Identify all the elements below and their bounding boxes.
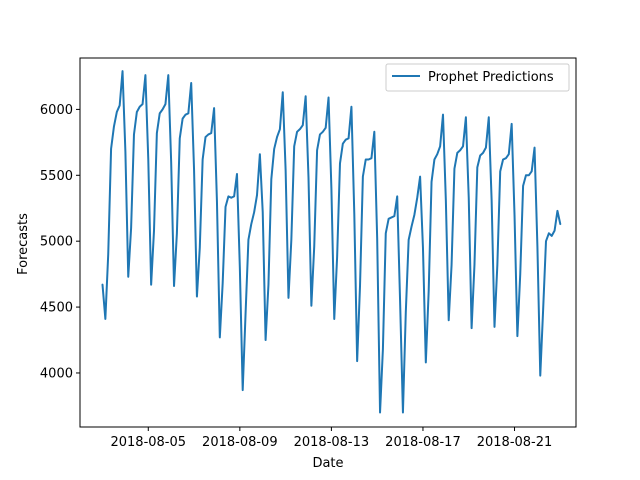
plot-layer: [101, 70, 562, 414]
y-tick-label-2: 5000: [40, 235, 73, 250]
y-tick-label-3: 5500: [40, 169, 73, 184]
legend-label: Prophet Predictions: [428, 70, 554, 85]
axes-frame: [79, 57, 577, 428]
y-tick-label-4: 6000: [40, 103, 73, 118]
x-tick-label-3: 2018-08-17: [385, 435, 461, 450]
axes-layer: 4000 4500 5000 5500 6000 2018-08-05 2018-08-09…: [40, 57, 577, 450]
x-tick-label-4: 2018-08-21: [477, 435, 553, 450]
x-tick-label-2: 2018-08-13: [294, 435, 370, 450]
y-tick-label-1: 4500: [40, 301, 73, 316]
x-axis-label: Date: [312, 456, 343, 471]
legend: Prophet Predictions: [385, 63, 570, 92]
y-tick-label-0: 4000: [40, 366, 73, 381]
x-tick-label-0: 2018-08-05: [110, 435, 186, 450]
y-axis-label: Forecasts: [16, 213, 31, 275]
legend-box: [385, 63, 570, 92]
x-tick-label-1: 2018-08-09: [202, 435, 278, 450]
series-line-0: [101, 70, 562, 414]
